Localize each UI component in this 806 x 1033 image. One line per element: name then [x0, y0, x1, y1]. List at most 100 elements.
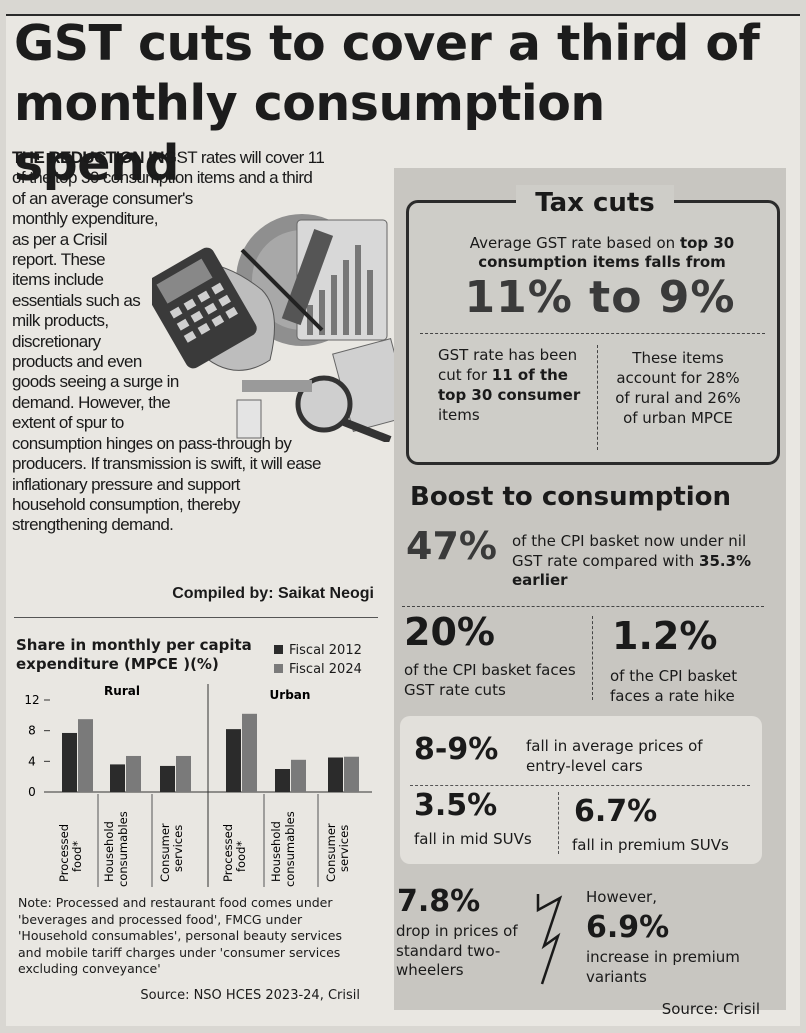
legend-label: Fiscal 2024 — [289, 662, 362, 677]
stat-47-bold: 35.3% earlier — [512, 551, 752, 590]
category-label: food* — [234, 841, 248, 872]
tax-left-end: items — [438, 406, 480, 424]
y-tick-label: 12 — [24, 693, 39, 707]
legend-swatch-2024 — [274, 664, 283, 673]
stat-6-9-text: increase in premium variants — [586, 948, 740, 986]
intro-line: essentials such as — [12, 290, 141, 310]
stat-7-8-text: drop in prices of standard two-wheelers — [396, 922, 518, 979]
mpce-bar-chart: Rural Urban 0 4 8 12 Processed food* Househ… — [24, 684, 372, 887]
divider — [410, 785, 750, 786]
bar-2012 — [275, 769, 290, 792]
stat-3-5-text: fall in mid SUVs — [414, 830, 532, 848]
intro-line: as per a Crisil — [12, 229, 108, 249]
category-label: food* — [70, 841, 84, 872]
intro-line: demand. However, the — [12, 392, 171, 412]
tax-lead-bold: top 30 consumption items falls from — [478, 234, 735, 271]
intro-line: products and even — [12, 352, 142, 372]
bar-2024 — [344, 756, 359, 792]
intro-line: strengthening demand. — [12, 515, 174, 535]
chart-title: Share in monthly per capita expenditure … — [16, 636, 256, 674]
stat-3-5-figure: 3.5% — [414, 788, 498, 823]
stat-47-figure: 47% — [406, 524, 497, 568]
stat-47-text: of the CPI basket now under nil GST rate… — [512, 532, 772, 591]
intro-line: household consumption, thereby — [12, 494, 240, 514]
stat-12-figure: 1.2% — [612, 614, 718, 658]
chart-title-line: Share in monthly per capita — [16, 636, 252, 654]
category-label: Processed — [221, 824, 235, 882]
bar-2012 — [328, 757, 343, 792]
y-tick-label: 8 — [28, 724, 36, 738]
legend-item-2024: Fiscal 2024 — [274, 660, 362, 679]
legend-item-2012: Fiscal 2012 — [274, 641, 362, 660]
divider — [558, 792, 559, 854]
bar-2024 — [176, 755, 191, 792]
byline-credit: Compiled by: Saikat Neogi — [172, 585, 374, 602]
stat-20-text: of the CPI basket faces GST rate cuts — [404, 661, 576, 699]
tax-left-plain: GST rate has been cut for — [438, 346, 578, 384]
divider — [592, 616, 593, 700]
legend-label: Fiscal 2012 — [289, 643, 362, 658]
intro-line: report. These — [12, 250, 106, 270]
category-label: services — [171, 825, 185, 872]
intro-line: consumption hinges on pass-through by — [12, 433, 292, 453]
intro-line: items include — [12, 270, 104, 290]
category-dividers — [97, 794, 319, 887]
stat-6-7-figure: 6.7% — [574, 794, 658, 829]
stat-6-9-figure: 6.9% — [586, 910, 670, 945]
stat-6-7-text: fall in premium SUVs — [572, 836, 729, 854]
divider — [14, 617, 378, 618]
stat-20-figure: 20% — [404, 610, 495, 654]
stat-8-9-figure: 8-9% — [414, 732, 499, 767]
y-tick-label: 4 — [28, 754, 36, 768]
stat-6-9-pretext: However, — [586, 888, 657, 906]
tax-big-figure: 11% to 9% — [464, 272, 736, 323]
y-axis: 0 4 8 12 — [24, 693, 50, 799]
divider — [402, 606, 764, 607]
tax-lead-plain: Average GST rate based on — [469, 234, 680, 252]
tax-lead: Average GST rate based on top 30 consump… — [432, 234, 772, 272]
intro-paragraph: THE REDUCTION INGST rates will cover 11 … — [12, 148, 392, 536]
bar-2012 — [110, 764, 125, 792]
category-label: Household — [269, 821, 283, 882]
category-label: services — [337, 825, 351, 872]
y-tick-label: 0 — [28, 785, 36, 799]
chart-legend: Fiscal 2012 Fiscal 2024 — [274, 641, 362, 679]
bar-2024 — [78, 719, 93, 792]
intro-line: of an average consumer's — [12, 188, 193, 208]
legend-swatch-2012 — [274, 645, 283, 654]
stat-7-8-figure: 7.8% — [397, 884, 481, 919]
source-right: Source: Crisil — [661, 1000, 760, 1018]
category-label: Household — [102, 821, 116, 882]
intro-line: inflationary pressure and support — [12, 474, 240, 494]
intro-line: GST rates will cover 11 — [163, 148, 325, 167]
headline-line-2: monthly consumption spend — [14, 75, 605, 192]
headline: GST cuts to cover a third of monthly con… — [14, 14, 784, 194]
source-left: Source: NSO HCES 2023-24, Crisil — [140, 988, 360, 1003]
illustration-calculator-hand-icon — [152, 214, 402, 442]
car-prices-box — [400, 716, 762, 864]
stat-47-plain: of the CPI basket now under nil GST rate… — [512, 532, 747, 570]
intro-line: of the top 30 consumption items and a th… — [12, 168, 313, 188]
headline-line-1: GST cuts to cover a third of — [14, 15, 760, 72]
tax-cuts-box — [406, 200, 780, 465]
divider — [420, 333, 765, 334]
category-label: Consumer — [324, 823, 338, 882]
boost-title: Boost to consumption — [410, 482, 732, 512]
lightning-bolt-icon — [536, 894, 563, 985]
intro-line: goods seeing a surge in — [12, 372, 179, 392]
group-label-urban: Urban — [270, 688, 311, 702]
bar-2012 — [160, 765, 175, 792]
category-label: consumables — [283, 811, 297, 887]
tax-cuts-title: Tax cuts — [516, 185, 674, 221]
tax-left-bold: 11 of the top 30 consumer — [438, 366, 581, 404]
stat-8-9-text: fall in average prices of entry-level ca… — [526, 737, 703, 775]
chart-title-line: expenditure (MPCE )(%) — [16, 655, 219, 673]
group-label-rural: Rural — [104, 684, 140, 698]
bar-2024 — [291, 759, 306, 792]
divider — [597, 345, 598, 450]
intro-lead: THE REDUCTION IN — [12, 148, 165, 167]
intro-line: milk products, — [12, 311, 109, 331]
category-label: Consumer — [158, 823, 172, 882]
category-label: Processed — [57, 824, 71, 882]
category-labels: Processed food* Household consumables Co… — [57, 811, 351, 887]
